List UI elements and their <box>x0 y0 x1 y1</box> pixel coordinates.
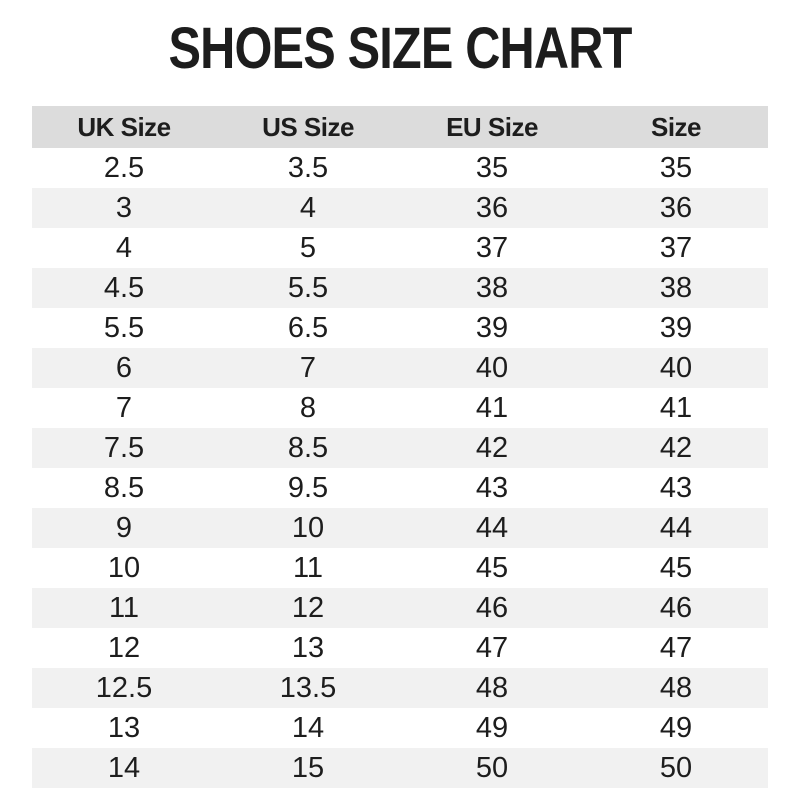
table-cell: 15 <box>291 751 325 784</box>
table-header-row: UK Size US Size EU Size Size <box>32 106 768 148</box>
table-cell: 43 <box>659 471 693 504</box>
table-cell: 45 <box>475 551 509 584</box>
table-cell: 9 <box>115 511 133 544</box>
table-cell: 11 <box>292 551 324 584</box>
table-cell: 37 <box>475 231 509 264</box>
table-cell: 36 <box>475 191 509 224</box>
table-cell: 48 <box>659 671 693 704</box>
table-cell: 11 <box>108 591 140 624</box>
table-cell: 7 <box>299 351 317 384</box>
table-cell: 38 <box>659 271 693 304</box>
table-cell: 6.5 <box>287 311 329 344</box>
table-cell: 3.5 <box>287 151 329 184</box>
table-cell: 42 <box>659 431 693 464</box>
table-cell: 35 <box>659 151 693 184</box>
table-row: 13 14 49 49 <box>32 708 768 748</box>
size-table: UK Size US Size EU Size Size 2.5 3.5 35 35 3 4 36… <box>32 106 768 788</box>
table-row: 4.5 5.5 38 38 <box>32 268 768 308</box>
table-cell: 12 <box>107 631 141 664</box>
table-cell: 8.5 <box>287 431 329 464</box>
table-cell: 5 <box>299 231 317 264</box>
table-cell: 50 <box>475 751 509 784</box>
table-cell: 44 <box>659 511 693 544</box>
table-cell: 46 <box>475 591 509 624</box>
column-header-size: Size <box>650 111 702 142</box>
table-cell: 49 <box>659 711 693 744</box>
table-cell: 47 <box>475 631 509 664</box>
size-chart-page: SHOES SIZE CHART UK Size US Size EU Size Si… <box>0 20 800 800</box>
table-row: 14 15 50 50 <box>32 748 768 788</box>
table-cell: 4.5 <box>103 271 145 304</box>
table-cell: 41 <box>659 391 693 424</box>
table-cell: 4 <box>299 191 317 224</box>
table-row: 9 10 44 44 <box>32 508 768 548</box>
table-cell: 46 <box>659 591 693 624</box>
table-cell: 39 <box>475 311 509 344</box>
table-cell: 3 <box>115 191 133 224</box>
table-cell: 13 <box>107 711 141 744</box>
table-cell: 10 <box>291 511 325 544</box>
table-cell: 8 <box>299 391 317 424</box>
table-row: 12 13 47 47 <box>32 628 768 668</box>
table-row: 12.5 13.5 48 48 <box>32 668 768 708</box>
table-cell: 10 <box>107 551 141 584</box>
table-cell: 5.5 <box>103 311 145 344</box>
table-cell: 36 <box>659 191 693 224</box>
table-row: 10 11 45 45 <box>32 548 768 588</box>
table-cell: 5.5 <box>287 271 329 304</box>
table-row: 8.5 9.5 43 43 <box>32 468 768 508</box>
table-cell: 48 <box>475 671 509 704</box>
table-row: 3 4 36 36 <box>32 188 768 228</box>
table-cell: 49 <box>475 711 509 744</box>
column-header-uk-size: UK Size <box>77 111 171 142</box>
table-cell: 8.5 <box>103 471 145 504</box>
table-cell: 9.5 <box>287 471 329 504</box>
table-cell: 43 <box>475 471 509 504</box>
table-cell: 12.5 <box>95 671 153 704</box>
table-cell: 41 <box>475 391 509 424</box>
table-cell: 6 <box>115 351 133 384</box>
table-cell: 47 <box>659 631 693 664</box>
table-row: 4 5 37 37 <box>32 228 768 268</box>
table-cell: 14 <box>107 751 141 784</box>
table-cell: 35 <box>475 151 509 184</box>
table-cell: 4 <box>115 231 133 264</box>
table-row: 7 8 41 41 <box>32 388 768 428</box>
table-row: 5.5 6.5 39 39 <box>32 308 768 348</box>
table-cell: 42 <box>475 431 509 464</box>
table-row: 7.5 8.5 42 42 <box>32 428 768 468</box>
table-cell: 45 <box>659 551 693 584</box>
table-cell: 14 <box>291 711 325 744</box>
table-cell: 39 <box>659 311 693 344</box>
table-cell: 40 <box>475 351 509 384</box>
table-row: 2.5 3.5 35 35 <box>32 148 768 188</box>
table-cell: 13.5 <box>279 671 337 704</box>
table-row: 11 12 46 46 <box>32 588 768 628</box>
table-cell: 7 <box>115 391 133 424</box>
table-cell: 38 <box>475 271 509 304</box>
table-cell: 13 <box>291 631 325 664</box>
column-header-eu-size: EU Size <box>446 111 538 142</box>
table-body: 2.5 3.5 35 35 3 4 36 36 4 5 37 37 4.5 5.5 38 38 5.5 6.5 39… <box>32 148 768 788</box>
table-cell: 2.5 <box>103 151 145 184</box>
table-cell: 50 <box>659 751 693 784</box>
column-header-us-size: US Size <box>262 111 354 142</box>
table-cell: 7.5 <box>103 431 145 464</box>
table-cell: 44 <box>475 511 509 544</box>
page-title: SHOES SIZE CHART <box>168 16 633 81</box>
table-row: 6 7 40 40 <box>32 348 768 388</box>
table-cell: 40 <box>659 351 693 384</box>
table-cell: 12 <box>291 591 325 624</box>
table-cell: 37 <box>659 231 693 264</box>
